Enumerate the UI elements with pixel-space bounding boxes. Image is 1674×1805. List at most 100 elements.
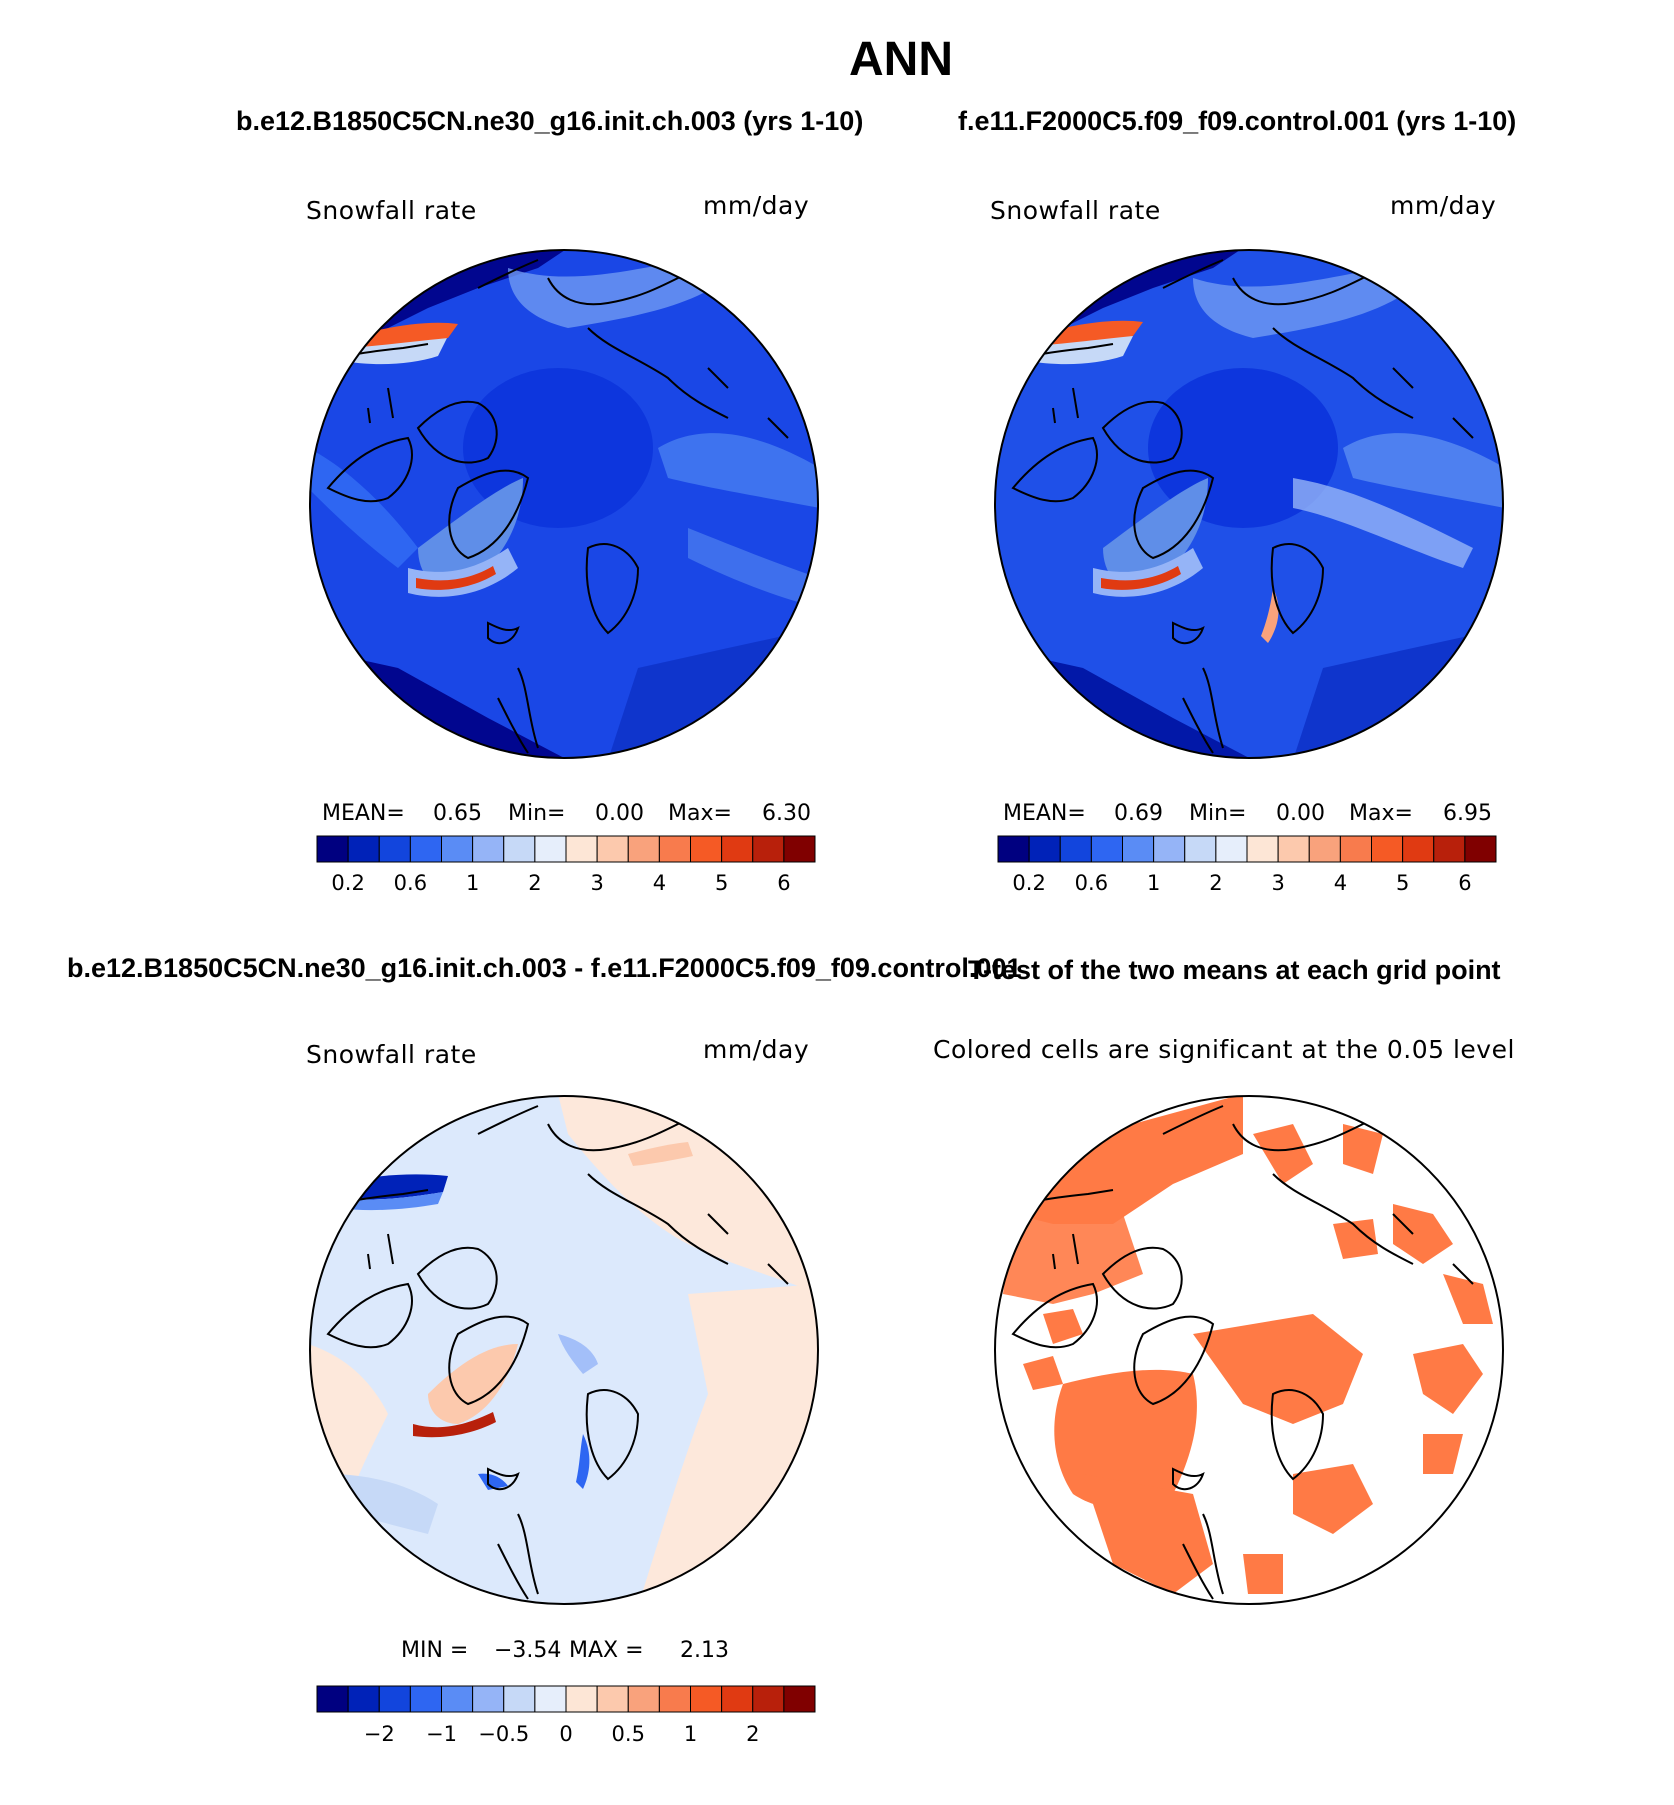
colorbar-tick-label: 0.2 (1012, 871, 1046, 895)
colorbar-swatch (441, 1685, 474, 1713)
colorbar-tick-label: 2 (1209, 871, 1223, 895)
colorbar-swatch (1402, 835, 1435, 863)
max-band-pacific (348, 322, 458, 348)
ttest-note: Colored cells are significant at the 0.0… (933, 1035, 1515, 1064)
colorbar-tick-label: 6 (1458, 871, 1472, 895)
case1-field-label: Snowfall rate (306, 196, 477, 225)
colorbar-swatch (1277, 835, 1310, 863)
greenland-max-band (416, 566, 496, 590)
case2-polar-map (994, 249, 1504, 759)
colorbar-swatch (441, 835, 474, 863)
colorbar-swatch (378, 835, 411, 863)
diff-min-value: −3.54 (494, 1638, 562, 1663)
colorbar-tick-label: 5 (714, 871, 729, 895)
colorbar-swatch (1059, 835, 1092, 863)
diff-max-value: 2.13 (680, 1638, 729, 1663)
case2-units: mm/day (1390, 191, 1497, 220)
case2-max-label: Max= (1349, 801, 1413, 826)
case2-mean-value: 0.69 (1114, 801, 1163, 826)
case2-title: f.e11.F2000C5.f09_f09.control.001 (yrs 1… (958, 106, 1517, 136)
colorbar-swatch (1433, 835, 1466, 863)
colorbar-tick-label: 1 (1146, 871, 1161, 895)
colorbar-swatch (316, 835, 349, 863)
colorbar-swatch (596, 835, 629, 863)
colorbar-swatch (503, 835, 536, 863)
case1-mean-label: MEAN= (322, 801, 405, 826)
mid-band-east (658, 433, 818, 508)
case1-polar-map (309, 249, 819, 759)
colorbar-swatch (409, 1685, 442, 1713)
case2-mean-label: MEAN= (1003, 801, 1086, 826)
colorbar-tick-label: 3 (590, 871, 604, 895)
colorbar-swatch (1464, 835, 1497, 863)
colorbar-swatch (1339, 835, 1372, 863)
colorbar-tick-label: 4 (652, 871, 667, 895)
colorbar-swatch (690, 1685, 723, 1713)
colorbar-swatch (997, 835, 1030, 863)
greenland-field (418, 478, 523, 589)
colorbar-swatch (783, 1685, 816, 1713)
case1-max-label: Max= (668, 801, 732, 826)
case2-field-label: Snowfall rate (990, 196, 1161, 225)
page-title: ANN (849, 33, 953, 86)
case1-min-label: Min= (508, 801, 566, 826)
colorbar-tick-label: 0.2 (331, 871, 365, 895)
coastlines (326, 259, 789, 754)
colorbar-swatch (1371, 835, 1404, 863)
case1-units: mm/day (703, 191, 810, 220)
case1-title: b.e12.B1850C5CN.ne30_g16.init.ch.003 (yr… (236, 106, 864, 136)
colorbar-swatch (409, 835, 442, 863)
colorbar-swatch (1246, 835, 1279, 863)
colorbar-swatch (1153, 835, 1186, 863)
case2-min-value: 0.00 (1276, 801, 1325, 826)
colorbar-tick-label: 1 (465, 871, 480, 895)
colorbar-swatch (534, 835, 567, 863)
colorbar-tick-label: 4 (1333, 871, 1348, 895)
colorbar-tick-label: 0.5 (611, 1722, 645, 1746)
colorbar-tick-label: 0 (559, 1722, 573, 1746)
colorbar-swatch (316, 1685, 349, 1713)
colorbar-swatch (627, 835, 660, 863)
colorbar-tick-label: 6 (777, 871, 791, 895)
colorbar-swatch (565, 1685, 598, 1713)
colorbar-swatch (1308, 835, 1341, 863)
colorbar-swatch (347, 1685, 380, 1713)
colorbar-tick-label: 5 (1395, 871, 1410, 895)
colorbar-swatch (472, 1685, 505, 1713)
case1-max-value: 6.30 (762, 801, 811, 826)
case1-mean-value: 0.65 (433, 801, 482, 826)
colorbar-swatch (1028, 835, 1061, 863)
colorbar-tick-label: 0.6 (393, 871, 428, 895)
map-border (309, 249, 819, 759)
diff-field-label: Snowfall rate (306, 1040, 477, 1069)
colorbar-tick-label: 3 (1271, 871, 1285, 895)
colorbar-swatch (658, 1685, 691, 1713)
case2-min-label: Min= (1189, 801, 1247, 826)
colorbar-swatch (472, 835, 505, 863)
colorbar-swatch (534, 1685, 567, 1713)
colorbar-swatch (752, 1685, 785, 1713)
case2-colorbar (997, 835, 1497, 863)
colorbar-swatch (721, 1685, 754, 1713)
colorbar-tick-label: −0.5 (478, 1722, 530, 1746)
mid-band-se (688, 528, 818, 608)
case1-colorbar (316, 835, 816, 863)
colorbar-swatch (627, 1685, 660, 1713)
colorbar-swatch (378, 1685, 411, 1713)
colorbar-swatch (783, 835, 816, 863)
colorbar-swatch (1122, 835, 1155, 863)
colorbar-swatch (1184, 835, 1217, 863)
significant-cells (1003, 1096, 1493, 1594)
colorbar-swatch (658, 835, 691, 863)
colorbar-swatch (721, 835, 754, 863)
case2-max-value: 6.95 (1443, 801, 1492, 826)
colorbar-swatch (503, 1685, 536, 1713)
colorbar-swatch (690, 835, 723, 863)
colorbar-tick-label: −2 (363, 1722, 395, 1746)
colorbar-swatch (565, 835, 598, 863)
diff-min-label: MIN = (401, 1638, 469, 1663)
diff-units: mm/day (703, 1035, 810, 1064)
colorbar-tick-label: 0.6 (1074, 871, 1109, 895)
colorbar-swatch (1090, 835, 1123, 863)
diff-colorbar (316, 1685, 816, 1713)
